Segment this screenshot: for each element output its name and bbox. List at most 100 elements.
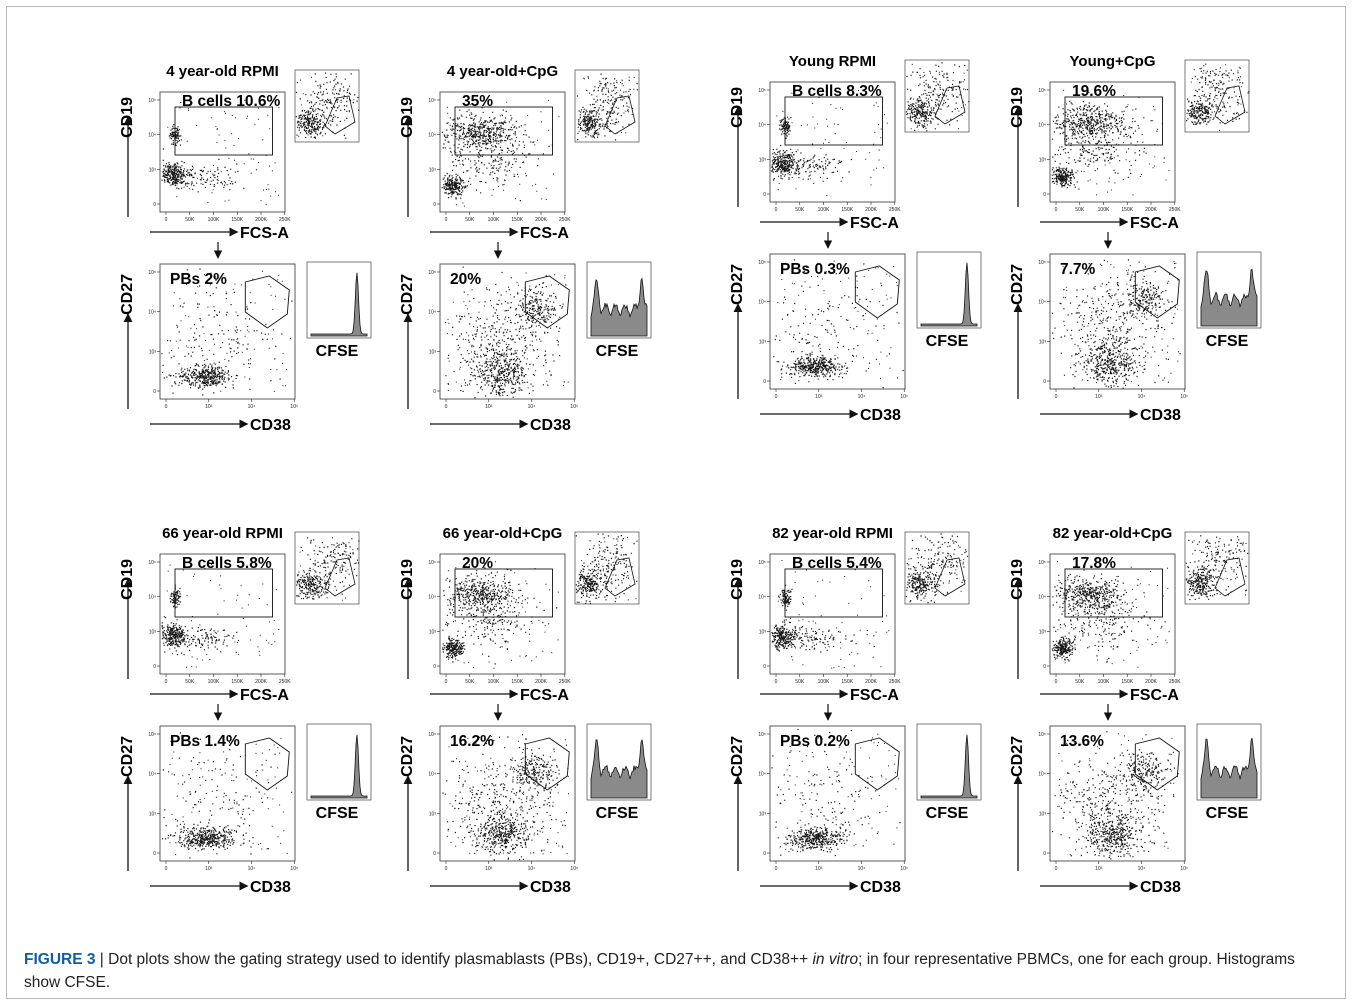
cd19-axis-tick-label: 10⁵ [1038, 560, 1046, 566]
fsc-axis-tick-label: 200K [1145, 207, 1157, 213]
cd19-axis-tick-label: 10⁵ [428, 98, 436, 104]
fsc-axis-tick-label: 0 [1055, 207, 1058, 213]
panel-title: 4 year-old RPMI [166, 63, 279, 80]
fsc-axis-tick-label: 150K [511, 679, 523, 685]
cd19-axis-tick-label: 10⁵ [758, 88, 766, 94]
cd27-axis-label: CD27 [119, 736, 136, 777]
cd19-axis-tick-label: 10⁵ [428, 560, 436, 566]
cd19-axis-tick-label: 0 [433, 664, 436, 670]
cd27-plot-frame [769, 253, 906, 390]
lymphocyte-gate [324, 557, 356, 597]
fsc-axis-tick-label: 100K [488, 217, 500, 223]
cd19-plot-frame [159, 553, 286, 675]
cfse-histogram [1200, 737, 1258, 799]
plasmablast-gate [1134, 265, 1180, 319]
cfse-label: CFSE [926, 805, 969, 822]
cd27-axis-label: CD27 [729, 736, 746, 777]
caption-italic-text: in vitro [812, 951, 859, 968]
panel-title: 82 year-old RPMI [772, 525, 893, 542]
fsc-axis-tick-label: 200K [535, 679, 547, 685]
cd38-axis-tick-label: 10³ [815, 866, 823, 872]
cd27-axis-label: CD27 [729, 264, 746, 305]
cd38-axis-tick-label: 0 [445, 866, 448, 872]
panel-2: 4 year-old+CpG 35% 0 50K 100K 150K 200K 250K 0 10… [399, 63, 652, 434]
cd38-axis-tick-label: 10⁵ [290, 866, 298, 872]
cd27-axis-tick-label: 10⁵ [148, 270, 156, 276]
cd27-axis-tick-label: 10⁴ [148, 772, 156, 778]
cd38-axis-tick-label: 10⁴ [858, 866, 866, 872]
cfse-histogram [1200, 268, 1258, 327]
plasmablast-gate [524, 737, 570, 791]
plasmablast-gate [854, 737, 900, 791]
b-cell-gate-label: 19.6% [1072, 83, 1116, 100]
cd27-axis-tick-label: 10³ [759, 811, 767, 817]
b-cell-gate-label: 35% [462, 93, 493, 110]
fsc-axis-tick-label: 50K [465, 217, 475, 223]
fsc-axis-tick-label: 150K [231, 679, 243, 685]
fsc-axis-tick-label: 150K [1121, 207, 1133, 213]
cd27-plot-frame [159, 725, 296, 862]
fsc-axis-tick-label: 250K [1169, 207, 1181, 213]
panel-title: 66 year-old RPMI [162, 525, 283, 542]
fsc-axis-tick-label: 200K [865, 207, 877, 213]
inset-dots [1186, 63, 1250, 131]
cd27-plot-frame [439, 725, 576, 862]
caption-figure-label: FIGURE 3 [24, 951, 96, 968]
b-cell-gate [784, 568, 883, 618]
cd19-plot-frame [159, 91, 286, 213]
panel-title: 82 year-old+CpG [1053, 525, 1173, 542]
cd19-axis-tick-label: 0 [763, 192, 766, 198]
cd38-axis-label: CD38 [530, 879, 571, 896]
b-cell-gate-label: 20% [462, 555, 493, 572]
cd27-axis-label: CD27 [399, 736, 416, 777]
fsc-ssc-inset [574, 531, 640, 605]
panel-8: 82 year-old+CpG 17.8% 0 50K 100K 150K 200K 250K… [1009, 525, 1262, 896]
b-cell-gate [454, 106, 553, 156]
fsc-axis-tick-label: 100K [208, 679, 220, 685]
cd27-axis-tick-label: 10⁵ [1038, 732, 1046, 738]
cd27-axis-tick-label: 10⁴ [428, 310, 436, 316]
cd38-axis-tick-label: 10⁴ [858, 394, 866, 400]
cd38-axis-tick-label: 10³ [1095, 866, 1103, 872]
plasmablast-gate [244, 737, 290, 791]
cfse-histogram [590, 739, 648, 799]
cfse-histogram [310, 734, 368, 799]
b-cell-gate-label: B cells 8.3% [792, 83, 882, 100]
cd38-axis-tick-label: 10³ [485, 866, 493, 872]
cd19-axis-tick-label: 10⁴ [428, 595, 436, 601]
fsc-ssc-inset [294, 531, 360, 605]
cd27-dots [771, 728, 901, 857]
cd27-axis-tick-label: 0 [153, 389, 156, 395]
cd38-axis-tick-label: 10⁵ [570, 404, 578, 410]
cd38-axis-label: CD38 [860, 879, 901, 896]
cd27-axis-tick-label: 0 [1043, 379, 1046, 385]
cfse-histogram [590, 277, 648, 337]
fsc-axis-tick-label: 250K [1169, 679, 1181, 685]
plasmablast-gate-label: 16.2% [450, 733, 494, 750]
fsc-ssc-inset [1184, 531, 1250, 605]
cd27-dots [1051, 259, 1181, 389]
cd19-axis-tick-label: 0 [1043, 664, 1046, 670]
cd19-dots [771, 560, 890, 669]
fsc-axis-tick-label: 200K [255, 679, 267, 685]
cd38-axis-tick-label: 10⁴ [528, 404, 536, 410]
fsc-axis-tick-label: 0 [775, 207, 778, 213]
cd27-axis-tick-label: 10³ [759, 339, 767, 345]
lymphocyte-gate [934, 85, 966, 125]
cd38-axis-tick-label: 10³ [205, 866, 213, 872]
cd38-axis-tick-label: 10³ [815, 394, 823, 400]
cfse-histogram-frame [916, 251, 982, 329]
cd19-axis-tick-label: 10⁴ [758, 123, 766, 129]
lymphocyte-gate [604, 95, 636, 135]
cd38-axis-tick-label: 10³ [1095, 394, 1103, 400]
lymphocyte-gate [934, 557, 966, 597]
lymphocyte-gate [1214, 557, 1246, 597]
cfse-label: CFSE [316, 805, 359, 822]
cd27-axis-tick-label: 10⁴ [758, 772, 766, 778]
cd19-plot-frame [769, 553, 896, 675]
fsc-axis-tick-label: 250K [889, 679, 901, 685]
fsc-axis-tick-label: 50K [185, 679, 195, 685]
b-cell-gate-label: B cells 5.4% [792, 555, 882, 572]
b-cell-gate-label: B cells 5.8% [182, 555, 272, 572]
inset-dots [906, 62, 970, 132]
